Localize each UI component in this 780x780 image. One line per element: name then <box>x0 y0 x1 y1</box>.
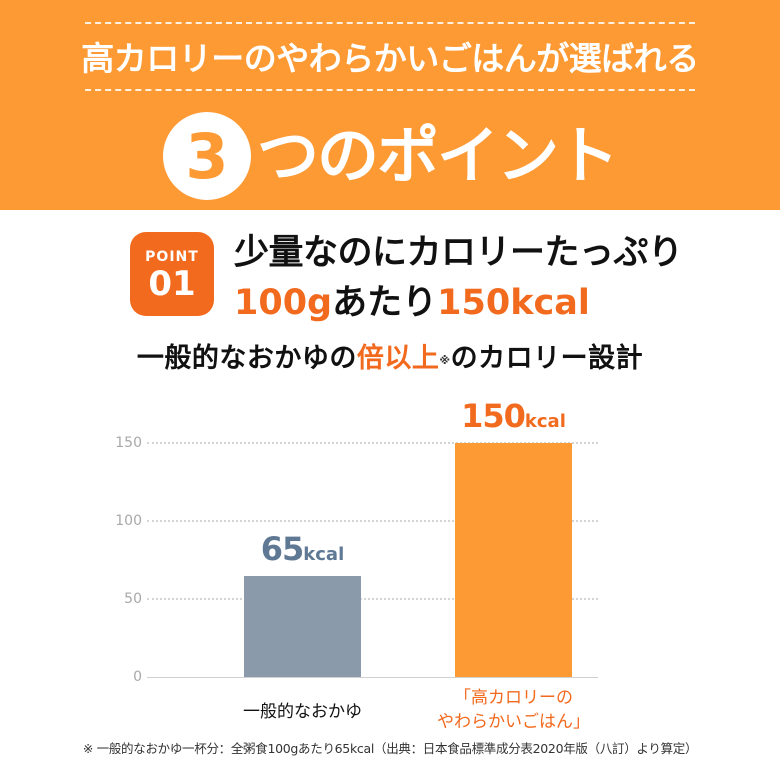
footnote-mark: ※ <box>439 354 451 367</box>
chart-gridline <box>147 520 598 522</box>
point-badge-number: 01 <box>148 264 196 304</box>
header-banner: 高カロリーのやわらかいごはんが選ばれる 3 つのポイント <box>0 0 780 210</box>
dashed-divider-bottom <box>85 89 695 91</box>
category-label-line: 「高カロリーの <box>454 688 573 708</box>
value-unit: kcal <box>303 543 345 565</box>
bar-2 <box>455 443 572 677</box>
bar-1 <box>244 575 361 677</box>
dashed-divider-top <box>85 22 695 24</box>
y-tick-label: 50 <box>124 591 142 607</box>
category-label-line: 一般的なおかゆ <box>243 702 362 722</box>
value-number: 150 <box>461 397 526 435</box>
chart-baseline <box>147 677 598 678</box>
headline-line2: 100gあたり150kcal <box>234 280 590 326</box>
point-badge: POINT 01 <box>130 232 214 316</box>
headline-line1: 少量なのにカロリーたっぷり <box>234 233 683 273</box>
y-tick-label: 0 <box>133 669 142 685</box>
point-badge-label: POINT <box>145 249 199 265</box>
value-unit: kcal <box>524 411 566 432</box>
headline-per: あたり <box>332 283 438 323</box>
chart-gridline <box>147 442 598 444</box>
headline-amount: 100g <box>234 283 333 323</box>
subheading-emphasis: 倍以上 <box>356 343 440 374</box>
x-category-label: 一般的なおかゆ <box>184 700 421 724</box>
header-title: 高カロリーのやわらかいごはんが選ばれる <box>81 39 699 78</box>
bar-value-label: 65kcal <box>214 530 391 568</box>
points-heading: 3 つのポイント <box>0 108 780 204</box>
y-tick-label: 150 <box>115 435 142 451</box>
subheading-after: のカロリー設計 <box>450 343 644 374</box>
points-text: つのポイント <box>256 119 619 192</box>
subheading: 一般的なおかゆの倍以上※のカロリー設計 <box>0 340 780 378</box>
value-number: 65 <box>260 529 305 568</box>
number-circle: 3 <box>162 112 251 200</box>
chart-gridline <box>147 598 598 600</box>
category-label-line: やわらかいごはん」 <box>437 712 590 732</box>
headline-calories: 150kcal <box>437 283 590 323</box>
y-tick-label: 100 <box>115 513 142 529</box>
bar-value-label: 150kcal <box>425 397 602 435</box>
subheading-before: 一般的なおかゆの <box>136 343 357 374</box>
footnote: ※ 一般的なおかゆ一杯分：全粥食100gあたり65kcal（出典：日本食品標準成… <box>82 741 698 756</box>
x-category-label: 「高カロリーの やわらかいごはん」 <box>395 686 632 734</box>
